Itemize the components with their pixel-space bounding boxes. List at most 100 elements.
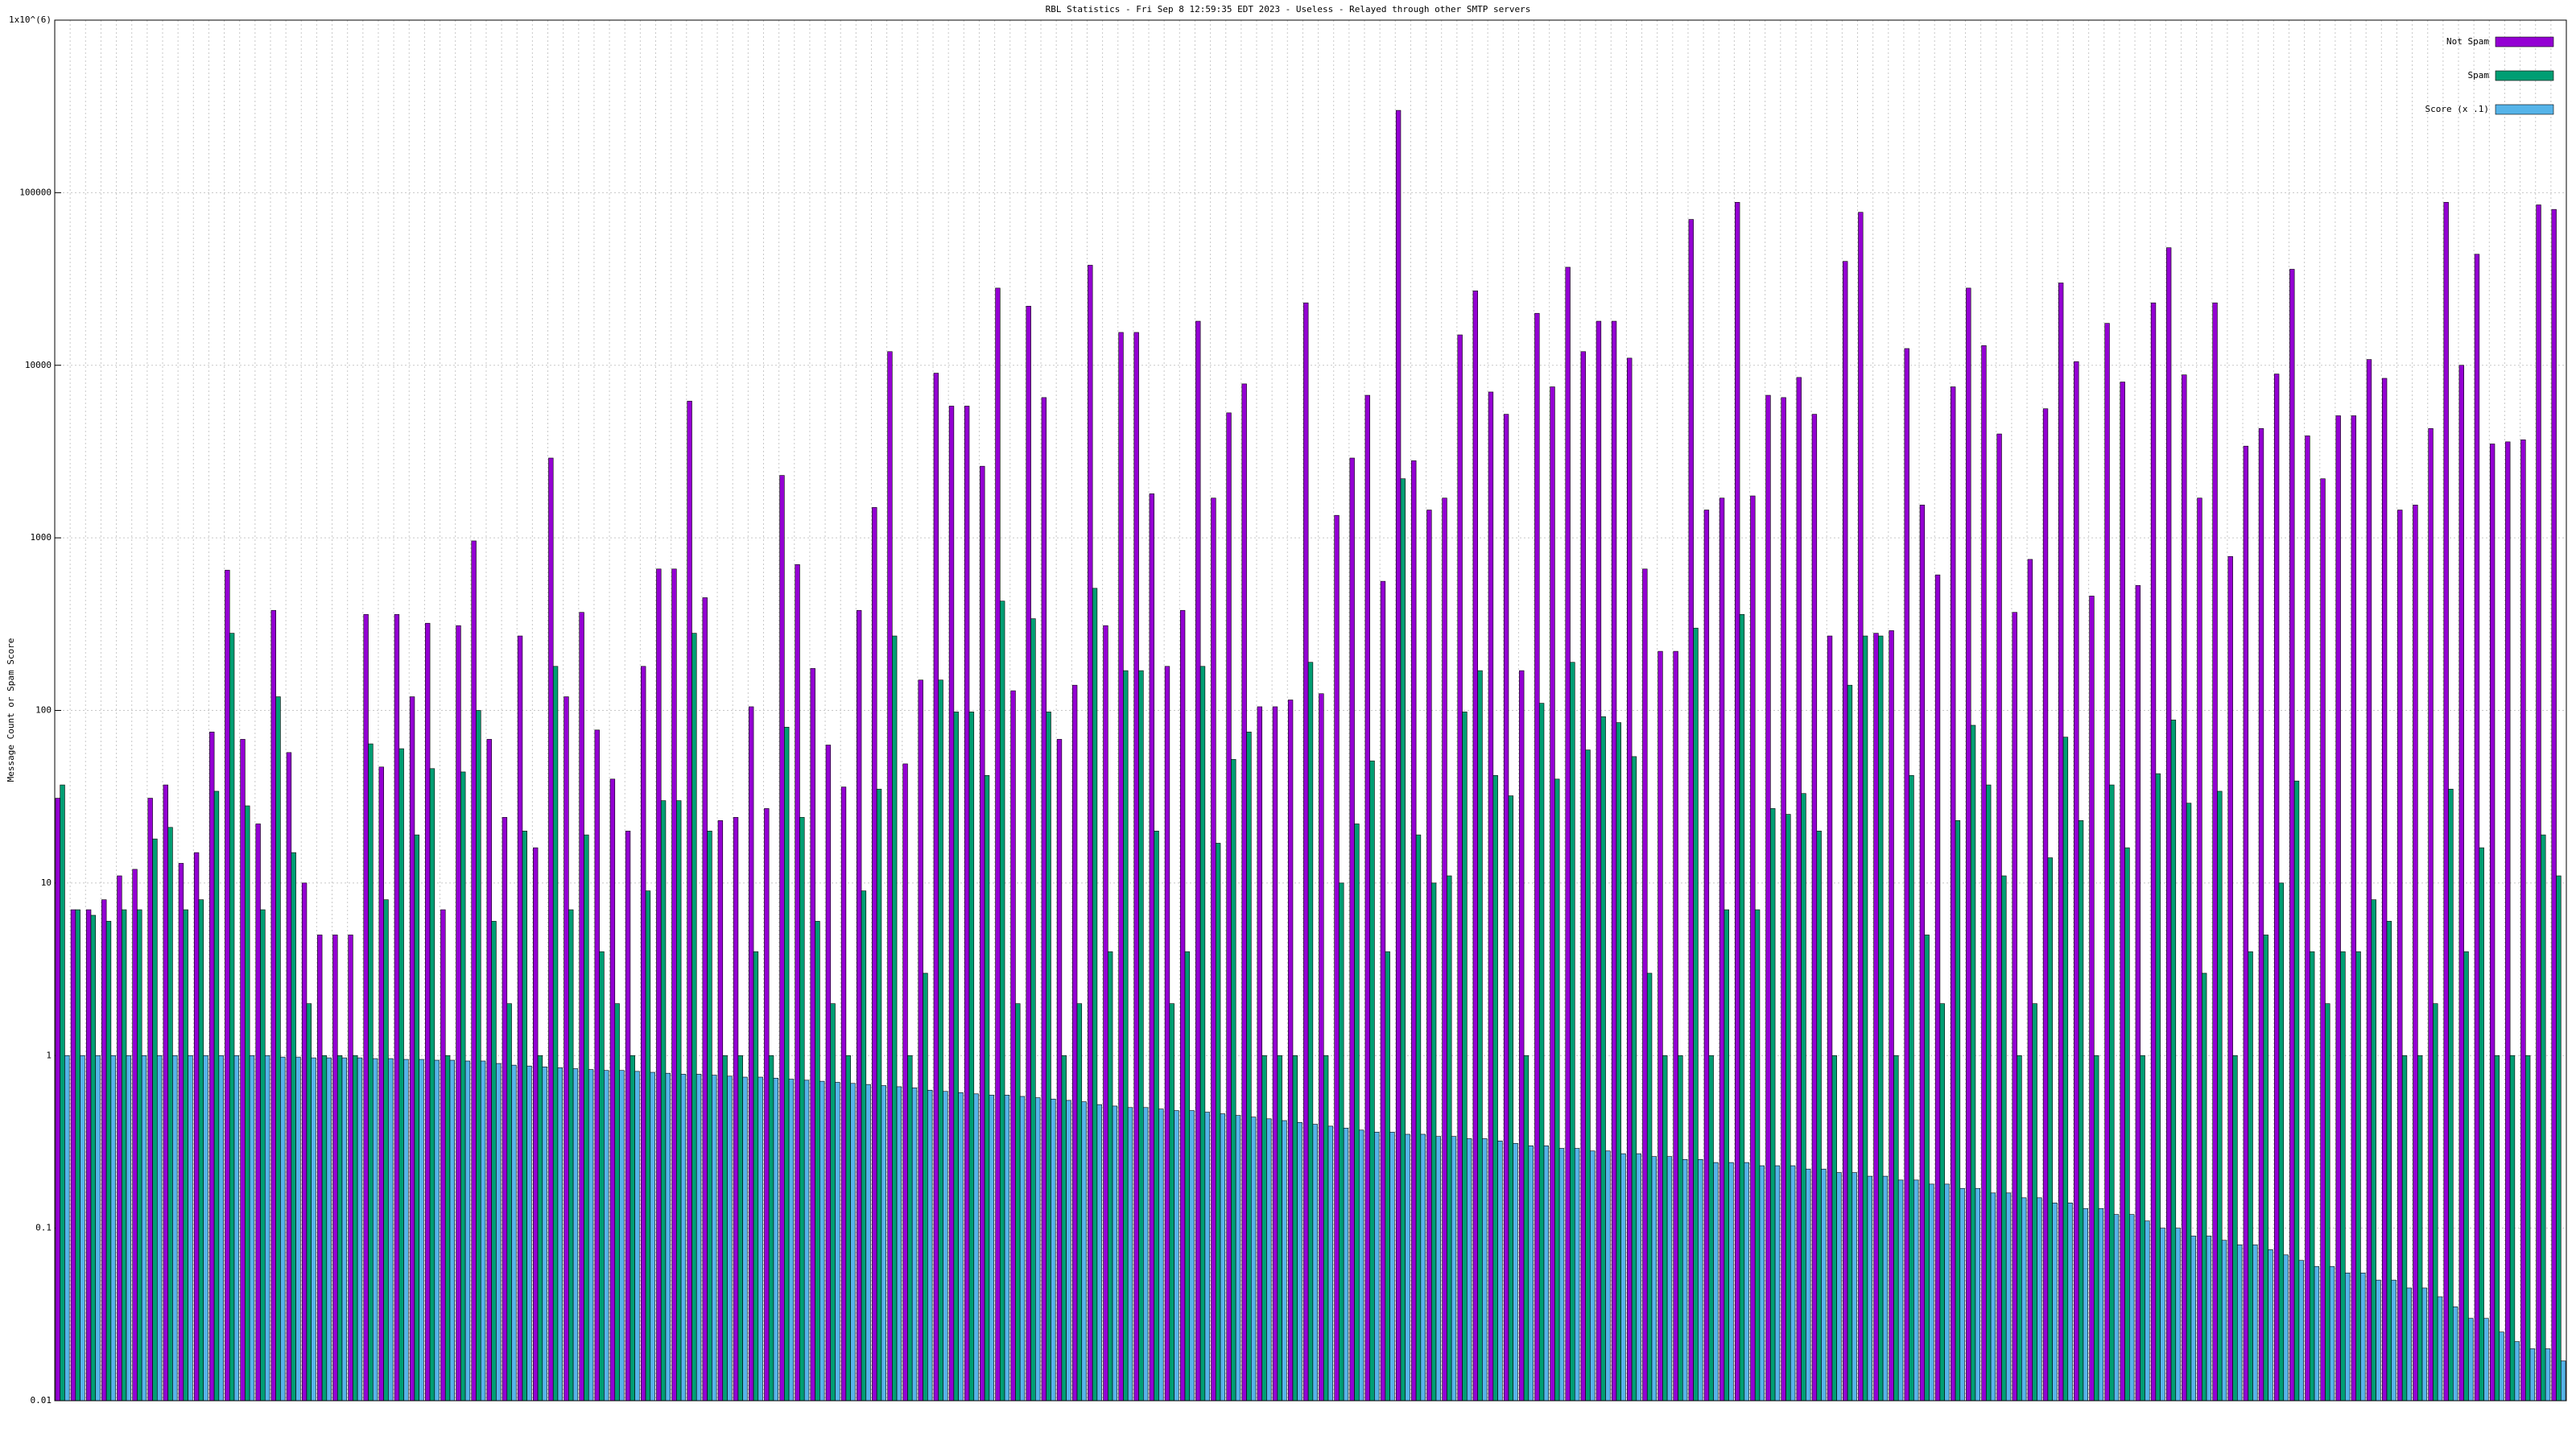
bar bbox=[1534, 312, 1540, 1402]
bar bbox=[286, 752, 292, 1402]
bar bbox=[1096, 1104, 1102, 1402]
bar bbox=[264, 1055, 270, 1402]
bar bbox=[2463, 951, 2469, 1402]
bar bbox=[2433, 1003, 2438, 1402]
bar bbox=[795, 564, 800, 1402]
bar bbox=[388, 1058, 394, 1402]
bar bbox=[819, 1080, 825, 1402]
bar bbox=[1241, 383, 1247, 1402]
bar bbox=[579, 612, 584, 1402]
bar bbox=[660, 800, 667, 1402]
bar bbox=[2129, 1214, 2135, 1402]
bar bbox=[255, 824, 261, 1402]
bar bbox=[1220, 1113, 1226, 1402]
bar bbox=[1519, 670, 1525, 1402]
bar bbox=[1796, 377, 1802, 1402]
bar bbox=[634, 1071, 640, 1402]
bar bbox=[1781, 397, 1786, 1402]
bar bbox=[511, 1064, 517, 1402]
bar bbox=[394, 613, 400, 1402]
bar bbox=[378, 766, 384, 1402]
bar bbox=[1827, 635, 1833, 1402]
bar bbox=[291, 852, 296, 1402]
bar bbox=[1975, 1187, 1980, 1402]
bar bbox=[1878, 635, 1884, 1402]
bar bbox=[707, 831, 712, 1402]
bar bbox=[2175, 1228, 2181, 1402]
bar bbox=[1765, 394, 1771, 1402]
bar bbox=[1924, 935, 1930, 1402]
bar bbox=[2074, 361, 2079, 1402]
bar bbox=[845, 1055, 851, 1402]
bar bbox=[2165, 247, 2172, 1402]
bar bbox=[1004, 1095, 1010, 1402]
bar bbox=[1909, 774, 1914, 1402]
bar bbox=[1462, 712, 1468, 1402]
bar bbox=[429, 768, 436, 1402]
bar bbox=[691, 633, 697, 1402]
bar bbox=[163, 784, 168, 1402]
bar bbox=[1092, 588, 1098, 1402]
bar bbox=[2494, 1055, 2500, 1402]
bar bbox=[55, 798, 60, 1402]
bar bbox=[1112, 1105, 1118, 1402]
bar bbox=[938, 679, 943, 1402]
bar bbox=[60, 784, 65, 1402]
bar bbox=[260, 909, 266, 1402]
bar bbox=[1970, 724, 1976, 1402]
bar bbox=[1831, 1055, 1837, 1402]
bar bbox=[2005, 1192, 2012, 1402]
bar bbox=[353, 1055, 358, 1402]
bar bbox=[1266, 1118, 1272, 1402]
bar bbox=[1400, 478, 1406, 1402]
bar bbox=[2483, 1318, 2489, 1402]
bar bbox=[1349, 457, 1355, 1402]
bar bbox=[2058, 283, 2064, 1402]
bar bbox=[1966, 287, 1971, 1402]
bar bbox=[2305, 436, 2310, 1402]
bar bbox=[1538, 703, 1545, 1402]
bar bbox=[126, 1055, 132, 1402]
bar bbox=[943, 1091, 948, 1402]
bar bbox=[2186, 803, 2192, 1402]
legend-swatch bbox=[2495, 70, 2554, 81]
bar bbox=[471, 540, 477, 1402]
bar bbox=[933, 373, 939, 1402]
bar bbox=[737, 1055, 743, 1402]
bar bbox=[121, 909, 127, 1402]
bar bbox=[1127, 1107, 1133, 1402]
bar bbox=[2135, 584, 2141, 1402]
bar bbox=[2206, 1236, 2212, 1402]
bar bbox=[1430, 882, 1437, 1402]
bar bbox=[1019, 1096, 1026, 1402]
bar bbox=[742, 1076, 748, 1402]
bar bbox=[918, 679, 923, 1402]
bar bbox=[1574, 1148, 1580, 1402]
bar bbox=[2468, 1318, 2474, 1402]
bar bbox=[687, 400, 692, 1402]
bar bbox=[1174, 1110, 1179, 1402]
bar bbox=[2032, 1003, 2037, 1402]
bar bbox=[476, 710, 481, 1402]
bar bbox=[1235, 1115, 1241, 1402]
legend-label: Not Spam bbox=[2446, 36, 2489, 47]
bar bbox=[2012, 612, 2017, 1402]
bar bbox=[245, 805, 250, 1402]
bar bbox=[1543, 1146, 1550, 1402]
bar bbox=[856, 609, 862, 1402]
bar bbox=[1282, 1120, 1287, 1402]
bar bbox=[1415, 834, 1422, 1402]
bar bbox=[1713, 1162, 1719, 1402]
bar bbox=[2329, 1265, 2335, 1402]
bar bbox=[1442, 497, 1447, 1402]
bar bbox=[958, 1092, 964, 1402]
bar bbox=[341, 1057, 348, 1402]
bar bbox=[1570, 662, 1575, 1402]
bar bbox=[2197, 497, 2202, 1402]
bar bbox=[1389, 1132, 1395, 1402]
bar bbox=[368, 743, 374, 1402]
bar bbox=[2448, 788, 2454, 1402]
bar bbox=[317, 935, 323, 1402]
bar bbox=[2551, 208, 2557, 1402]
bar bbox=[2345, 1272, 2351, 1402]
